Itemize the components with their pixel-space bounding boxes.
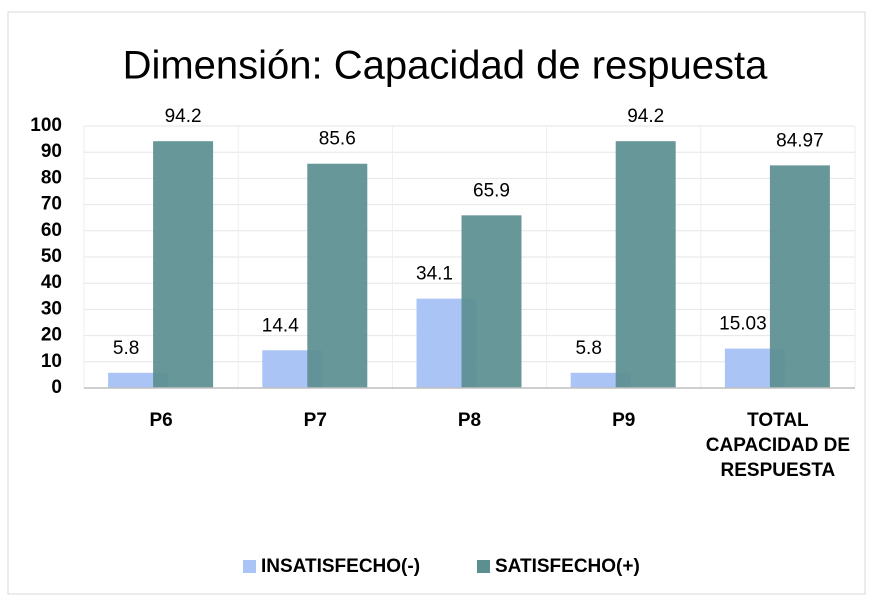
y-tick-label: 10	[41, 351, 62, 372]
y-tick-label: 60	[41, 220, 62, 241]
y-tick-label: 90	[41, 141, 62, 162]
data-label: 5.8	[113, 338, 139, 359]
data-label: 94.2	[627, 106, 664, 127]
y-tick-label: 70	[41, 194, 62, 215]
bar	[461, 215, 522, 388]
y-tick-label: 30	[41, 298, 62, 319]
x-tick-label: P7	[303, 410, 327, 431]
data-label: 94.2	[165, 106, 202, 127]
legend-swatch	[243, 560, 256, 573]
y-tick-label: 80	[41, 167, 62, 188]
legend-swatch	[477, 560, 490, 573]
x-tick-label: P9	[612, 410, 636, 431]
chart-title: Dimensión: Capacidad de respuesta	[123, 44, 769, 88]
data-label: 34.1	[416, 264, 453, 285]
y-tick-label: 40	[41, 272, 62, 293]
y-tick-label: 20	[41, 325, 62, 346]
data-label: 15.03	[719, 314, 767, 335]
data-label: 14.4	[262, 315, 299, 336]
bar	[769, 165, 830, 388]
data-label: 85.6	[319, 129, 356, 150]
x-tick-label: TOTAL CAPACIDAD DE RESPUESTA	[705, 410, 851, 481]
bar	[307, 163, 368, 388]
bar	[153, 141, 214, 388]
x-tick-label: P8	[457, 410, 482, 431]
y-tick-label: 50	[41, 246, 62, 267]
x-tick-label: P6	[149, 410, 173, 431]
data-label: 65.9	[473, 180, 510, 201]
data-label: 5.8	[575, 338, 601, 359]
data-label: 84.97	[776, 130, 824, 151]
legend-label: SATISFECHO(+)	[495, 556, 640, 577]
bar	[615, 141, 676, 388]
y-tick-label: 100	[30, 115, 62, 136]
legend-label: INSATISFECHO(-)	[261, 556, 420, 577]
y-tick-label: 0	[51, 377, 62, 398]
